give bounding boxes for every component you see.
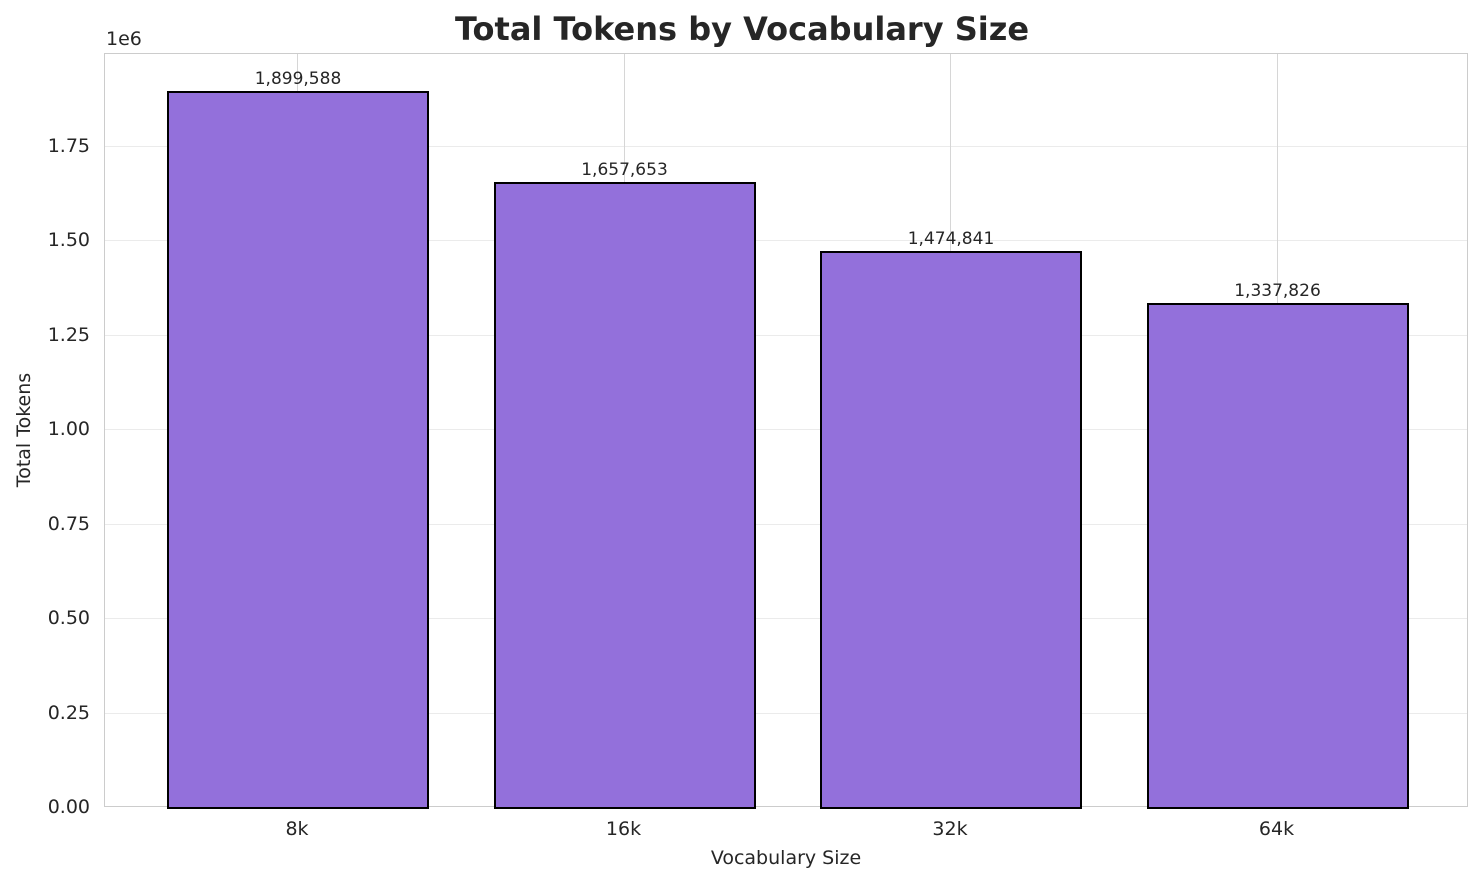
plot-area: 1,899,588 1,657,653 1,474,841 1,337,826 [104,53,1468,809]
bar-value-label: 1,657,653 [581,159,668,180]
y-tick-label: 1.75 [47,135,90,158]
y-tick-label: 1.25 [47,323,90,346]
horizontal-gridline [105,712,1467,714]
horizontal-gridline [105,429,1467,431]
x-axis-label: Vocabulary Size [710,847,862,869]
horizontal-gridline [105,523,1467,525]
bar-16k [493,181,756,809]
y-tick-label: 0.25 [47,701,90,724]
x-tick-label: 16k [605,818,642,840]
horizontal-gridline [105,146,1467,148]
bar-value-label: 1,337,826 [1234,280,1321,301]
bar-64k [1146,302,1409,809]
horizontal-gridline [105,618,1467,620]
bar-value-label: 1,474,841 [907,228,995,249]
y-tick-label: 0.75 [47,512,90,535]
chart-title: Total Tokens by Vocabulary Size [454,10,1030,48]
y-tick-label: 0.50 [47,607,90,630]
x-tick-label: 32k [932,818,968,840]
horizontal-gridline [105,334,1467,336]
bar-8k [167,90,429,809]
y-axis-label: Total Tokens [13,372,35,488]
bar-value-label: 1,899,588 [254,68,342,89]
horizontal-gridline [105,240,1467,242]
y-tick-label: 1.50 [47,229,90,252]
x-tick-label: 64k [1258,818,1295,840]
x-tick-label: 8k [285,818,309,840]
y-tick-label: 1.00 [47,418,90,441]
bar-32k [820,250,1082,809]
y-axis-offset-label: 1e6 [106,28,142,50]
y-tick-label: 0.00 [47,796,90,818]
